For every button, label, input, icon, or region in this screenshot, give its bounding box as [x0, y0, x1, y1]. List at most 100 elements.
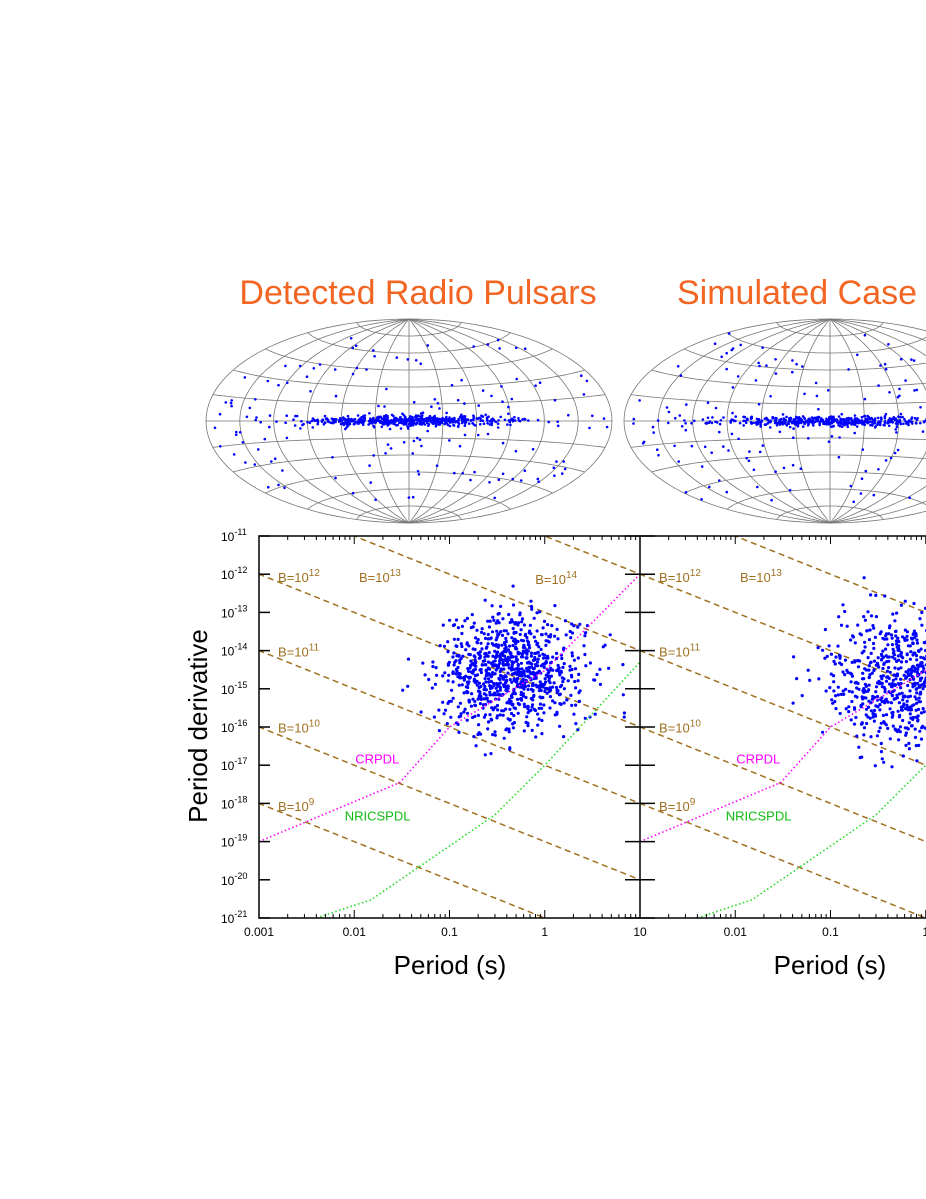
pulsar-point: [825, 654, 829, 659]
sky-point: [817, 415, 821, 419]
x-tick-label: 0.01: [724, 925, 748, 939]
sky-point: [773, 419, 777, 422]
pulsar-point: [856, 681, 860, 686]
pulsar-point: [884, 723, 888, 727]
sky-point: [803, 422, 806, 426]
sky-point: [602, 417, 606, 420]
parallel: [651, 454, 926, 473]
sky-point: [914, 421, 918, 425]
sky-point: [785, 423, 788, 427]
sky-point: [761, 346, 764, 349]
sky-point: [384, 452, 387, 455]
sky-point: [877, 468, 880, 471]
sky-point: [859, 492, 863, 495]
pulsar-point: [484, 693, 488, 697]
pulsar-point: [899, 666, 903, 670]
pulsar-point: [438, 644, 442, 648]
sky-point: [232, 453, 236, 456]
sky-point: [481, 419, 485, 423]
pulsar-point: [795, 677, 799, 681]
pulsar-point: [469, 659, 473, 663]
sky-point: [731, 411, 734, 415]
pulsar-point: [554, 656, 559, 661]
pulsar-point: [526, 684, 531, 688]
sky-point: [899, 412, 903, 416]
sky-point: [751, 421, 755, 425]
pulsar-point: [508, 701, 512, 705]
pulsar-point: [548, 695, 553, 699]
sky-point: [870, 423, 873, 426]
pulsar-point: [887, 626, 892, 630]
pulsar-point: [883, 690, 887, 694]
pulsar-point: [876, 656, 880, 660]
pulsar-point: [847, 710, 851, 714]
pulsar-point: [489, 636, 493, 640]
sky-point: [727, 449, 730, 452]
sky-point: [788, 488, 792, 492]
pulsar-point: [496, 666, 500, 670]
pulsar-point: [495, 654, 499, 658]
pulsar-point: [496, 663, 501, 667]
sky-point: [263, 437, 267, 441]
pulsar-point: [488, 713, 492, 717]
b-field-label-11: B=1011: [659, 642, 701, 659]
pulsar-point: [896, 636, 900, 640]
sky-point: [700, 498, 703, 501]
sky-point: [742, 419, 745, 423]
parallel: [307, 488, 511, 510]
sky-point: [369, 418, 373, 422]
sky-point: [778, 430, 782, 434]
sky-point: [219, 445, 222, 448]
pulsar-point: [570, 675, 574, 679]
pulsar-point: [855, 695, 859, 699]
pulsar-point: [560, 656, 564, 661]
sky-point: [921, 430, 925, 433]
sky-point: [382, 415, 386, 418]
b-field-line-12: [259, 573, 640, 728]
sky-point: [873, 421, 877, 425]
sky-point: [523, 347, 527, 351]
sky-point: [842, 418, 846, 421]
pulsar-point: [919, 655, 923, 659]
pulsar-point: [499, 604, 503, 609]
sky-point: [415, 422, 418, 425]
pulsar-point: [893, 683, 897, 688]
sky-point: [677, 460, 680, 463]
sky-point: [410, 418, 413, 422]
sky-point: [343, 417, 347, 421]
pulsar-point: [421, 661, 425, 665]
pulsar-point: [890, 715, 894, 719]
sky-point: [730, 432, 734, 436]
sky-point: [321, 418, 325, 422]
sky-point: [555, 460, 558, 463]
sky-point: [739, 343, 742, 347]
sky-point: [795, 416, 799, 420]
pulsar-point: [800, 694, 804, 698]
pulsar-point: [473, 699, 477, 704]
pulsar-point: [897, 738, 901, 742]
sky-point: [828, 416, 831, 419]
sky-point: [477, 404, 481, 407]
pulsar-point: [879, 750, 884, 754]
pulsar-point: [896, 709, 900, 713]
pulsar-point: [862, 649, 866, 653]
pulsar-point: [870, 671, 874, 675]
sky-point: [812, 424, 815, 427]
sky-point: [346, 414, 350, 418]
pulsar-point: [526, 687, 530, 692]
pulsar-point: [871, 641, 876, 646]
pulsar-point: [570, 667, 574, 672]
pulsar-point: [490, 630, 495, 634]
sky-point: [853, 420, 856, 423]
sky-point: [492, 418, 495, 422]
pulsar-point: [870, 697, 874, 701]
pulsar-point: [509, 655, 513, 659]
pulsar-point: [537, 689, 542, 693]
plot-frames: [258, 535, 926, 919]
pulsar-point: [508, 620, 512, 625]
parallel: [307, 332, 511, 354]
sky-point: [864, 417, 868, 421]
sky-point: [484, 413, 488, 417]
sky-point: [898, 387, 901, 391]
b-field-label-13: B=1013: [359, 568, 401, 585]
